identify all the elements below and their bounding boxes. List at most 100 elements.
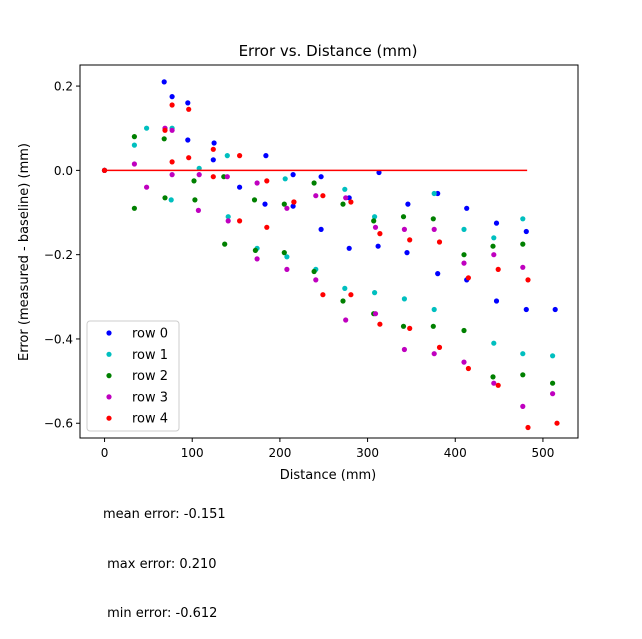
legend-label-2: row 2 (132, 369, 168, 384)
point-row3-17 (343, 317, 349, 323)
y-tick-label-1: 0.0 (54, 164, 73, 178)
point-row1-22 (520, 216, 526, 222)
point-row2-28 (520, 372, 526, 378)
point-row0-26 (523, 228, 529, 235)
point-row2-1 (131, 134, 137, 140)
point-row0-3 (185, 100, 191, 106)
scatter-chart: 0 100 200 300 400 500 0.2 0.0 −0.2 −0.4 −0.6 Error… (17, 42, 579, 483)
chart-title: Error vs. Distance (mm) (239, 42, 418, 60)
point-row0-16 (376, 169, 382, 176)
point-row2-9 (251, 197, 258, 203)
point-row2-23 (461, 252, 467, 258)
point-row4-0 (101, 167, 108, 173)
point-row3-6 (195, 207, 201, 213)
point-row3-15 (313, 277, 319, 283)
point-row0-17 (375, 243, 381, 249)
point-row1-20 (491, 235, 497, 241)
point-row4-10 (264, 178, 270, 184)
point-row4-6 (210, 146, 216, 152)
y-tick-label-4: −0.6 (44, 417, 73, 431)
point-row3-28 (520, 264, 526, 270)
point-row1-4 (168, 197, 174, 203)
point-row1-16 (401, 296, 407, 302)
point-row1-21 (491, 340, 497, 346)
point-row0-27 (523, 306, 529, 313)
point-row0-18 (405, 201, 411, 207)
point-row1-15 (372, 290, 378, 296)
x-tick-label-1: 100 (181, 446, 204, 460)
point-row3-19 (372, 311, 379, 317)
legend-marker-3 (106, 394, 112, 400)
point-row0-6 (210, 157, 216, 163)
point-row3-29 (520, 403, 526, 409)
point-row4-2 (169, 102, 175, 108)
point-row1-18 (431, 306, 437, 313)
error-stats: mean error: -0.151 max error: 0.210 min … (103, 474, 226, 639)
point-row3-13 (284, 266, 290, 272)
point-row0-12 (318, 174, 324, 180)
point-row0-10 (290, 172, 296, 178)
point-row0-8 (263, 153, 269, 159)
point-row4-3 (169, 159, 175, 165)
point-row3-8 (224, 174, 230, 180)
x-tick-label-2: 200 (268, 446, 291, 460)
plot-frame (79, 64, 579, 439)
point-row2-3 (161, 136, 167, 142)
point-row1-14 (372, 214, 378, 220)
point-row3-1 (131, 161, 137, 167)
point-row4-20 (407, 237, 413, 243)
point-row2-4 (162, 195, 168, 201)
point-row4-17 (348, 292, 354, 298)
point-row0-24 (493, 220, 500, 226)
point-row3-11 (254, 256, 260, 262)
point-row0-9 (262, 201, 268, 207)
point-row4-19 (377, 321, 383, 327)
point-row4-13 (291, 199, 297, 205)
point-row2-24 (461, 327, 467, 334)
point-row4-8 (237, 153, 243, 159)
point-row0-28 (552, 306, 558, 313)
point-row4-18 (377, 231, 383, 237)
point-row0-4 (185, 137, 191, 143)
point-row4-28 (525, 277, 531, 283)
point-row1-2 (144, 125, 150, 131)
point-row1-24 (550, 353, 556, 359)
x-tick-label-4: 400 (444, 446, 467, 460)
point-row2-12 (281, 250, 287, 256)
point-row4-23 (436, 344, 443, 350)
point-row3-25 (461, 359, 467, 365)
legend-marker-1 (106, 351, 112, 357)
point-row0-7 (237, 184, 243, 190)
point-row0-22 (464, 205, 470, 211)
point-row1-13 (342, 285, 348, 291)
point-row1-1 (131, 142, 137, 148)
point-row3-10 (254, 180, 260, 186)
legend-label-3: row 3 (132, 390, 168, 405)
point-row4-21 (407, 325, 413, 331)
point-row2-20 (400, 323, 407, 329)
x-tick-label-0: 0 (101, 446, 109, 460)
point-row4-26 (495, 266, 501, 272)
ticks-layer: 0 100 200 300 400 500 0.2 0.0 −0.2 −0.4 −0.6 (44, 80, 555, 460)
point-row1-19 (461, 226, 467, 232)
point-row2-5 (191, 178, 197, 184)
point-row3-12 (284, 205, 290, 211)
point-row0-21 (435, 271, 441, 277)
point-row1-9 (282, 176, 288, 182)
point-row3-22 (431, 226, 437, 232)
point-row4-11 (264, 224, 270, 230)
legend-marker-2 (106, 373, 112, 379)
y-tick-label-0: 0.2 (54, 80, 73, 94)
point-row3-21 (401, 346, 407, 353)
point-row0-11 (290, 203, 296, 209)
legend-label-4: row 4 (132, 412, 168, 427)
point-row3-2 (144, 184, 150, 190)
point-row1-23 (520, 351, 526, 357)
point-row4-25 (465, 365, 471, 372)
legend-box (86, 320, 180, 432)
plot-layer (101, 79, 560, 431)
point-row3-9 (225, 218, 231, 224)
point-row4-1 (162, 127, 168, 133)
y-tick-label-3: −0.4 (44, 332, 73, 346)
x-tick-label-5: 500 (531, 446, 554, 460)
